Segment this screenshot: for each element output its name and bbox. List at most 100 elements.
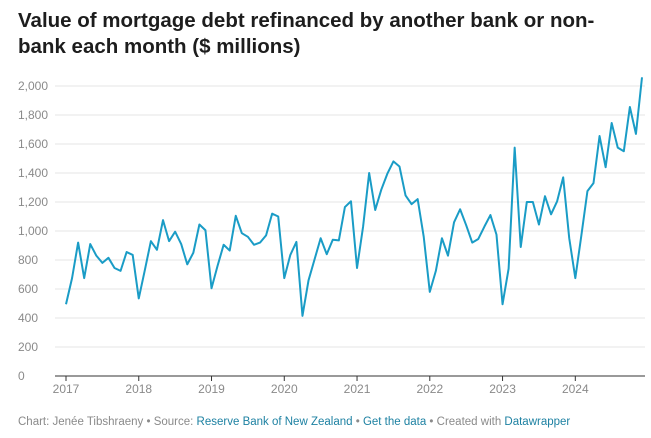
data-point bbox=[471, 241, 473, 243]
data-point bbox=[429, 291, 431, 293]
data-point bbox=[592, 182, 594, 184]
data-point bbox=[629, 106, 631, 108]
data-point bbox=[138, 297, 140, 299]
data-point bbox=[253, 244, 255, 246]
x-tick-label: 2023 bbox=[489, 382, 516, 396]
data-point bbox=[144, 269, 146, 271]
data-point bbox=[125, 251, 127, 253]
x-tick-label: 2019 bbox=[198, 382, 225, 396]
y-tick-label: 1,600 bbox=[18, 137, 48, 151]
y-tick-label: 1,200 bbox=[18, 195, 48, 209]
data-point bbox=[156, 249, 158, 251]
x-tick-label: 2024 bbox=[562, 382, 589, 396]
data-point bbox=[556, 200, 558, 202]
data-point bbox=[495, 233, 497, 235]
x-tick-label: 2022 bbox=[416, 382, 443, 396]
data-point bbox=[283, 277, 285, 279]
data-point bbox=[465, 224, 467, 226]
data-point bbox=[89, 243, 91, 245]
data-point bbox=[520, 246, 522, 248]
data-point bbox=[489, 214, 491, 216]
get-data-link[interactable]: Get the data bbox=[362, 416, 427, 428]
data-point bbox=[507, 268, 509, 270]
gridlines bbox=[55, 85, 645, 348]
data-point bbox=[580, 234, 582, 236]
data-point bbox=[71, 277, 73, 279]
data-point bbox=[641, 76, 643, 78]
data-point bbox=[453, 221, 455, 223]
data-point bbox=[544, 195, 546, 197]
data-point bbox=[174, 231, 176, 233]
data-point bbox=[313, 258, 315, 260]
data-point bbox=[162, 219, 164, 221]
data-point bbox=[265, 234, 267, 236]
data-point bbox=[241, 232, 243, 234]
y-tick-label: 2,000 bbox=[18, 79, 48, 93]
data-point bbox=[131, 254, 133, 256]
data-point bbox=[295, 241, 297, 243]
data-point bbox=[441, 237, 443, 239]
data-point bbox=[216, 265, 218, 267]
data-point bbox=[247, 236, 249, 238]
y-tick-label: 800 bbox=[18, 253, 38, 267]
data-point bbox=[501, 303, 503, 305]
data-point bbox=[107, 257, 109, 259]
y-tick-label: 1,400 bbox=[18, 166, 48, 180]
data-point bbox=[404, 194, 406, 196]
data-point bbox=[332, 239, 334, 241]
data-point bbox=[483, 225, 485, 227]
y-tick-label: 600 bbox=[18, 282, 38, 296]
data-point bbox=[356, 267, 358, 269]
data-point bbox=[186, 263, 188, 265]
data-point bbox=[119, 270, 121, 272]
data-point bbox=[210, 287, 212, 289]
data-point bbox=[550, 213, 552, 215]
source-link[interactable]: Reserve Bank of New Zealand bbox=[196, 416, 353, 428]
data-point bbox=[598, 135, 600, 137]
data-point bbox=[568, 237, 570, 239]
data-point bbox=[344, 206, 346, 208]
footer: Chart: Jenée Tibshraeny • Source: Reserv… bbox=[18, 416, 570, 428]
data-point bbox=[235, 215, 237, 217]
x-tick-label: 2020 bbox=[271, 382, 298, 396]
data-point bbox=[289, 254, 291, 256]
data-point bbox=[204, 229, 206, 231]
x-tick-label: 2018 bbox=[125, 382, 152, 396]
y-tick-label: 200 bbox=[18, 340, 38, 354]
data-point bbox=[350, 200, 352, 202]
data-point bbox=[362, 225, 364, 227]
data-point bbox=[319, 237, 321, 239]
data-point bbox=[586, 190, 588, 192]
data-point bbox=[635, 133, 637, 135]
data-point bbox=[623, 150, 625, 152]
y-tick-label: 1,000 bbox=[18, 224, 48, 238]
data-point bbox=[168, 240, 170, 242]
x-tick-label: 2017 bbox=[53, 382, 80, 396]
data-point bbox=[538, 223, 540, 225]
data-point bbox=[513, 146, 515, 148]
data-points bbox=[65, 76, 643, 317]
data-point bbox=[198, 223, 200, 225]
data-point bbox=[435, 270, 437, 272]
data-point bbox=[459, 208, 461, 210]
footer-separator: • bbox=[352, 416, 363, 428]
data-point bbox=[617, 146, 619, 148]
chart-title: Value of mortgage debt refinanced by ano… bbox=[18, 9, 595, 58]
footer-created: • Created with bbox=[426, 416, 505, 428]
data-point bbox=[277, 215, 279, 217]
data-point bbox=[374, 209, 376, 211]
data-point bbox=[398, 165, 400, 167]
y-tick-label: 0 bbox=[18, 369, 25, 383]
data-point bbox=[113, 267, 115, 269]
data-point bbox=[562, 176, 564, 178]
data-point bbox=[416, 198, 418, 200]
data-point bbox=[65, 303, 67, 305]
series-line bbox=[65, 77, 643, 317]
y-axis-ticks: 0 200 400 600 800 1,000 1,200 1,400 1,600 1,800 2,… bbox=[18, 79, 48, 383]
datawrapper-link[interactable]: Datawrapper bbox=[504, 416, 571, 428]
data-point bbox=[271, 212, 273, 214]
data-point bbox=[180, 243, 182, 245]
data-point bbox=[83, 277, 85, 279]
data-point bbox=[368, 172, 370, 174]
